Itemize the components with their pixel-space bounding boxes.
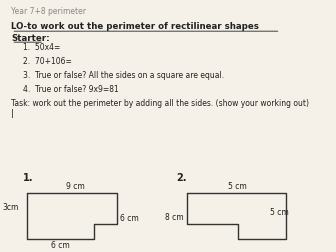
Text: 3cm: 3cm (3, 203, 19, 212)
Text: 3.  True or false? All the sides on a square are equal.: 3. True or false? All the sides on a squ… (23, 71, 224, 80)
Text: LO-to work out the perimeter of rectilinear shapes: LO-to work out the perimeter of rectilin… (11, 22, 259, 31)
Text: 2.: 2. (176, 173, 186, 183)
Text: 5 cm: 5 cm (228, 182, 246, 191)
Text: 6 cm: 6 cm (51, 241, 69, 250)
Text: Year 7+8 perimeter: Year 7+8 perimeter (11, 8, 86, 16)
Text: 1.  50x4=: 1. 50x4= (23, 43, 60, 52)
Text: 8 cm: 8 cm (165, 213, 184, 222)
Text: |: | (11, 109, 14, 118)
Text: 1.: 1. (23, 173, 33, 183)
Text: 5 cm: 5 cm (270, 208, 289, 217)
Text: Starter:: Starter: (11, 34, 50, 43)
Text: 4.  True or false? 9x9=81: 4. True or false? 9x9=81 (23, 85, 119, 94)
Text: Task: work out the perimeter by adding all the sides. (show your working out): Task: work out the perimeter by adding a… (11, 99, 309, 108)
Text: 6 cm: 6 cm (120, 214, 138, 223)
Text: 9 cm: 9 cm (66, 182, 85, 191)
Text: 2.  70+106=: 2. 70+106= (23, 57, 72, 66)
